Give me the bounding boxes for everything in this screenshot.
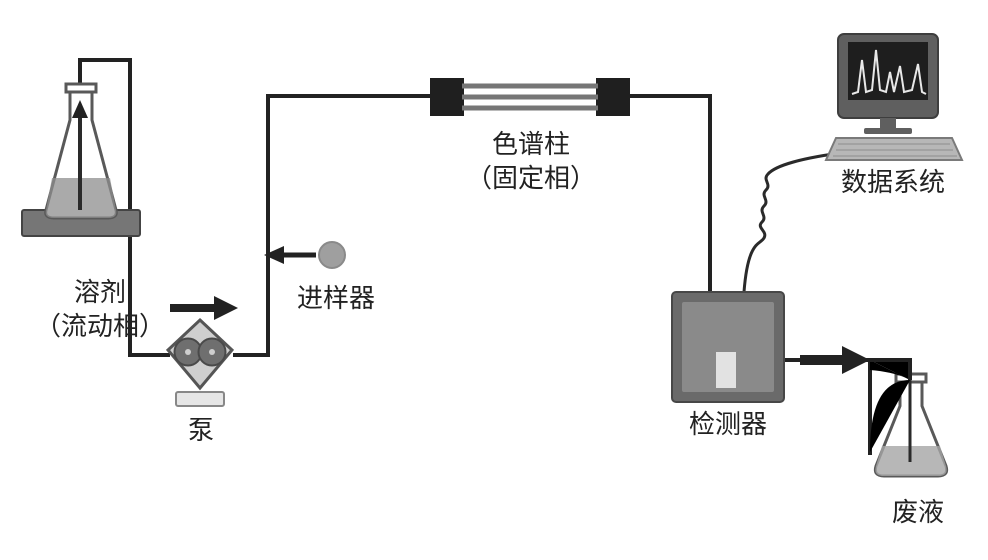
solvent-label-line2: （流动相）	[35, 311, 165, 341]
solvent-assembly	[22, 84, 140, 236]
detector-to-waste	[782, 360, 870, 455]
column-assembly	[430, 78, 630, 116]
waste-flow-arrow	[800, 346, 870, 374]
injector-assembly	[264, 242, 345, 268]
solvent-label-line1: 溶剂	[74, 277, 126, 307]
column-label-line1: 色谱柱	[492, 129, 570, 159]
data-system-assembly	[826, 34, 962, 160]
detector-label: 检测器	[678, 408, 778, 442]
solvent-label: 溶剂 （流动相）	[10, 276, 190, 344]
column-label-line2: （固定相）	[466, 163, 596, 193]
injector-label: 进样器	[276, 282, 396, 316]
pump-label: 泵	[176, 414, 226, 448]
waste-label: 废液	[878, 496, 958, 530]
data-system-label: 数据系统	[818, 166, 968, 200]
hplc-diagram: 溶剂 （流动相） 泵 进样器 色谱柱 （固定相） 数据系统 检测器 废液	[0, 0, 988, 560]
detector-assembly	[672, 292, 784, 402]
column-label: 色谱柱 （固定相）	[436, 128, 626, 196]
